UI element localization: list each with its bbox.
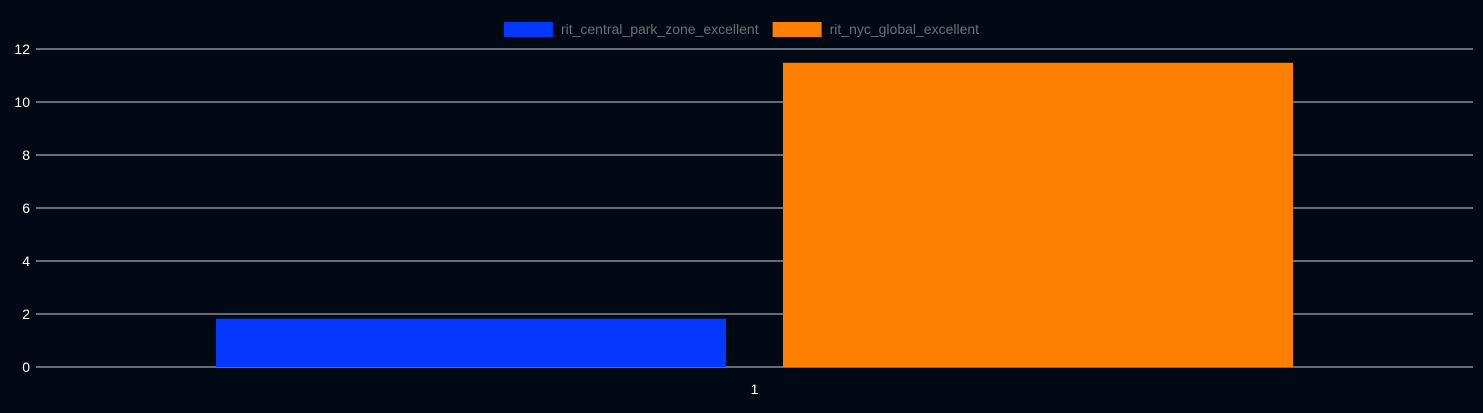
x-axis-ticks: 1 [751,381,759,397]
legend-item-rit_nyc_global_excellent[interactable]: rit_nyc_global_excellent [772,21,980,37]
y-tick-label: 4 [22,253,30,269]
y-tick-label: 10 [14,94,30,110]
y-tick-label: 2 [22,306,30,322]
legend-label: rit_central_park_zone_excellent [561,21,759,37]
y-tick-label: 6 [22,200,30,216]
legend-label: rit_nyc_global_excellent [830,21,980,37]
bar-rit_nyc_global_excellent [783,62,1293,367]
x-tick-label: 1 [751,381,759,397]
y-tick-label: 8 [22,147,30,163]
gridlines [36,48,1473,368]
legend: rit_central_park_zone_excellent rit_nyc_g… [503,21,980,37]
legend-swatch [772,22,822,37]
y-tick-label: 12 [14,41,30,57]
bar-rit_central_park_zone_excellent [216,318,726,367]
y-tick-label: 0 [22,359,30,375]
legend-swatch [503,22,553,37]
bars [216,62,1293,367]
y-axis-ticks: 0 2 4 6 8 10 12 [14,41,30,375]
legend-item-rit_central_park_zone_excellent[interactable]: rit_central_park_zone_excellent [503,21,759,37]
